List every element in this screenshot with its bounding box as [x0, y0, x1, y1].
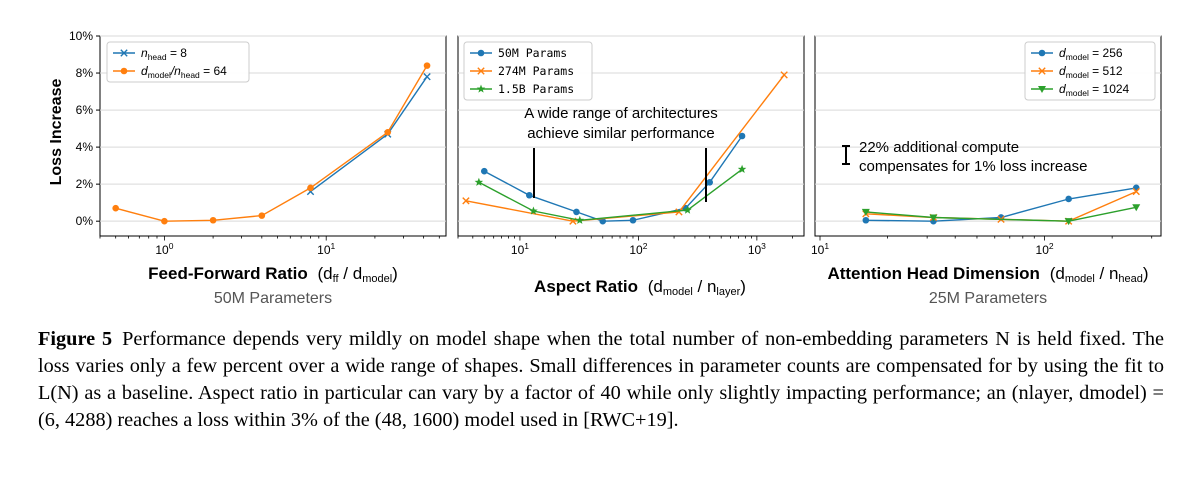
- legend-label: dmodel/nhead = 64: [141, 64, 227, 80]
- data-point-1-3: [780, 71, 788, 79]
- legend-label: 1.5B Params: [498, 82, 574, 96]
- x-tick-labels-aspect-ratio: 101 102 103: [457, 236, 793, 257]
- data-point-0-6: [706, 178, 714, 186]
- y-tick-label: 10%: [69, 29, 93, 43]
- legend-attention-head: dmodel = 256 dmodel = 512 dmodel = 1024: [1024, 41, 1156, 101]
- x-tick-label: 102: [629, 241, 647, 257]
- legend-feed-forward: nhead = 8 dmodel/nhead = 64: [106, 41, 250, 83]
- legend-box: [106, 41, 250, 83]
- data-point-2-0: [861, 208, 870, 216]
- data-point-1-4: [307, 184, 314, 192]
- legend-box: [463, 41, 593, 101]
- data-point-0-2: [573, 208, 580, 216]
- legend-box: [1024, 41, 1156, 101]
- data-point-0-4: [629, 216, 637, 224]
- x-tick-label: 101: [511, 241, 529, 257]
- caption-label: Figure 5: [38, 328, 113, 350]
- data-point-0-7: [738, 132, 746, 140]
- y-tick-label: 0%: [76, 214, 94, 228]
- data-point-1-2: [675, 208, 683, 216]
- legend-marker: [477, 49, 485, 57]
- x-tick-labels-feed-forward: 100 101: [99, 236, 440, 257]
- caption-text: Performance depends very mildly on model…: [38, 328, 1164, 431]
- figure-caption: Figure 5 Performance depends very mildly …: [38, 326, 1164, 434]
- data-point-1-4: [1132, 187, 1140, 196]
- data-point-2-2: [1064, 218, 1073, 226]
- y-tick-labels-feed-forward: 0% 2% 4% 6% 8% 10%: [69, 29, 100, 228]
- annotation-aspect-ratio: A wide range of architectures achieve si…: [524, 105, 718, 202]
- data-point-1-5: [384, 128, 392, 136]
- data-point-0-3: [599, 217, 607, 225]
- legend-label: 274M Params: [498, 64, 574, 78]
- series-attention-head: [861, 184, 1141, 226]
- x-tick-label: 103: [748, 241, 766, 257]
- data-point-1-0: [112, 204, 119, 212]
- data-point-0-2: [423, 73, 431, 81]
- x-axis-label-aspect-ratio: Aspect Ratio (dmodel / nlayer): [534, 277, 746, 298]
- data-point-1-0: [462, 197, 470, 205]
- data-point-2-4: [737, 164, 747, 173]
- data-point-0-1: [526, 191, 533, 199]
- annotation-line-2: compensates for 1% loss increase: [859, 158, 1087, 175]
- x-tick-label: 100: [155, 241, 173, 257]
- legend-label: 50M Params: [498, 46, 567, 60]
- data-point-2-3: [683, 205, 692, 214]
- data-point-1-3: [258, 212, 266, 219]
- data-point-2-3: [1132, 204, 1141, 212]
- data-point-1-1: [161, 217, 168, 225]
- legend-marker: [1038, 86, 1046, 93]
- data-point-2-1: [929, 214, 938, 222]
- y-tick-label: 6%: [76, 103, 94, 117]
- data-point-2-2: [575, 215, 585, 224]
- x-tick-label: 102: [1036, 241, 1054, 257]
- annotation-line-2: achieve similar performance: [527, 125, 715, 142]
- annotation-attention-head: 22% additional compute compensates for 1…: [842, 139, 1087, 175]
- panel-aspect-ratio: 101 102 103 50M Params 274M Params 1.5B Para…: [457, 35, 805, 298]
- legend-label: dmodel = 1024: [1059, 82, 1130, 98]
- annotation-line-1: 22% additional compute: [859, 139, 1019, 156]
- legend-label: dmodel = 256: [1059, 46, 1123, 62]
- legend-label: dmodel = 512: [1059, 64, 1123, 80]
- y-tick-label: 2%: [76, 177, 94, 191]
- legend-marker: [477, 67, 485, 75]
- legend-marker: [1038, 49, 1046, 57]
- annotation-line-1: A wide range of architectures: [524, 105, 717, 122]
- legend-marker: [120, 67, 128, 75]
- y-tick-label: 8%: [76, 66, 94, 80]
- panel-feed-forward: 0% 2% 4% 6% 8% 10% 100 101 nhead = 8 dmodel/nhe…: [69, 29, 447, 307]
- data-point-2-1: [529, 206, 538, 215]
- data-point-0-0: [862, 216, 870, 224]
- x-tick-label: 101: [317, 241, 335, 257]
- legend-marker: [1038, 67, 1046, 75]
- data-point-0-3: [1065, 195, 1072, 203]
- subtitle-attention-head: 25M Parameters: [929, 290, 1047, 307]
- data-point-2-0: [474, 177, 484, 186]
- x-axis-label-attention-head: Attention Head Dimension (dmodel / nhead…: [827, 264, 1148, 285]
- x-tick-labels-attention-head: 101 102: [811, 236, 1153, 257]
- y-axis-label: Loss Increase: [48, 79, 65, 186]
- legend-aspect-ratio: 50M Params 274M Params 1.5B Params: [463, 41, 593, 101]
- x-axis-label-feed-forward: Feed-Forward Ratio (dff / dmodel): [148, 264, 398, 285]
- figure-canvas: Loss Increase 0% 2% 4% 6% 8% 10% 100 101 nhead…: [48, 29, 1162, 307]
- x-tick-label: 101: [811, 241, 829, 257]
- legend-marker: [476, 84, 486, 93]
- data-point-0-0: [480, 167, 488, 175]
- legend-marker: [120, 49, 128, 57]
- legend-label: nhead = 8: [141, 46, 187, 62]
- y-tick-label: 4%: [76, 140, 94, 154]
- data-point-1-2: [209, 216, 217, 224]
- plot-area-attention-head: [814, 35, 1162, 237]
- subtitle-feed-forward: 50M Parameters: [214, 290, 332, 307]
- series-feed-forward: [112, 62, 431, 225]
- data-point-1-6: [423, 62, 431, 69]
- series-line-2: [865, 206, 1137, 222]
